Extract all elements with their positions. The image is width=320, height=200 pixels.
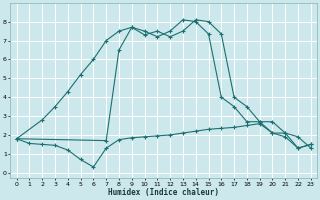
X-axis label: Humidex (Indice chaleur): Humidex (Indice chaleur) xyxy=(108,188,219,197)
